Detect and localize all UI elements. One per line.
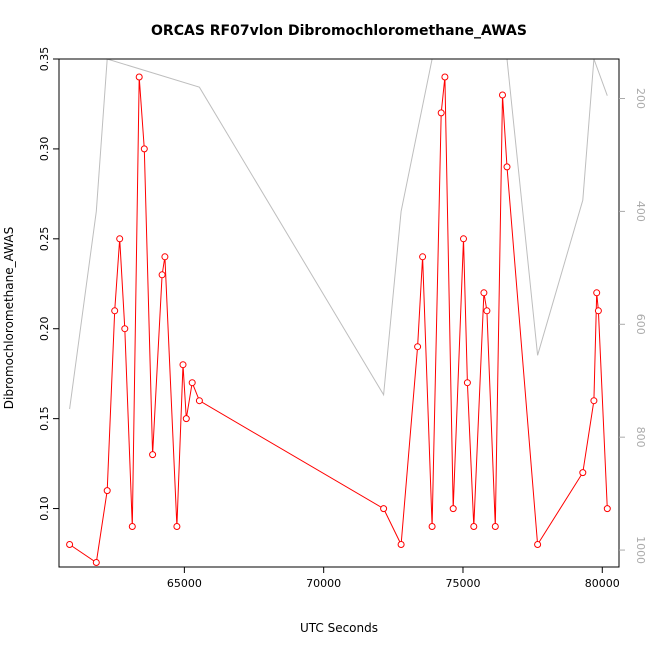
data-point (397, 541, 405, 548)
data-point (140, 145, 148, 153)
data-point (593, 289, 601, 297)
y-tick-label: 0.25 (38, 227, 51, 252)
data-point (135, 73, 143, 81)
y2-tick-label: 1000 (634, 536, 647, 564)
y2-tick-label: 600 (634, 314, 647, 335)
data-point (419, 253, 427, 261)
data-point (158, 271, 166, 279)
data-point (534, 541, 542, 548)
data-point (195, 397, 203, 405)
data-point (121, 325, 129, 333)
y-tick-label: 0.35 (38, 47, 51, 72)
y-axis-right: 200 400 600 800 1000 (619, 88, 647, 564)
data-point (188, 379, 196, 387)
data-point (483, 307, 491, 315)
data-point (460, 235, 467, 243)
y-tick-label: 0.20 (38, 316, 51, 341)
chart-title: ORCAS RF07vlon Dibromochloromethane_AWAS (151, 23, 527, 39)
data-point (499, 91, 506, 99)
data-point (149, 451, 157, 459)
y2-tick-label: 200 (634, 88, 647, 109)
data-point (579, 469, 587, 477)
y-tick-label: 0.30 (38, 137, 51, 162)
data-point (491, 523, 499, 530)
y2-tick-label: 800 (634, 427, 647, 448)
x-axis-label: UTC Seconds (300, 621, 378, 635)
data-point (463, 379, 471, 387)
data-point (380, 505, 388, 513)
data-point (603, 505, 611, 513)
data-point (179, 361, 187, 369)
data-point (428, 523, 436, 530)
plot-frame (58, 58, 620, 568)
data-point (503, 163, 511, 171)
data-point (437, 109, 445, 117)
data-point (449, 505, 457, 513)
data-point (173, 523, 181, 530)
data-point (594, 307, 602, 315)
data-point (128, 523, 136, 530)
y-tick-label: 0.10 (38, 496, 51, 520)
primary-series-layer (66, 73, 611, 566)
data-point (116, 235, 124, 243)
x-axis: 65000 70000 75000 80000 (167, 567, 620, 590)
x-tick-label: 65000 (167, 577, 202, 590)
x-tick-label: 75000 (445, 577, 480, 590)
data-point (111, 307, 119, 315)
data-point (103, 487, 111, 495)
data-point (480, 289, 488, 297)
y-axis-label: Dibromochloromethane_AWAS (2, 227, 16, 409)
x-tick-label: 70000 (306, 577, 341, 590)
data-point (590, 397, 598, 405)
y2-tick-label: 400 (634, 201, 647, 222)
data-point (441, 73, 449, 81)
data-point (92, 559, 100, 566)
data-point (182, 415, 190, 423)
data-point (161, 253, 169, 261)
y-axis: 0.10 0.15 0.20 0.25 0.30 0.35 (38, 47, 59, 521)
y-tick-label: 0.15 (38, 406, 51, 431)
data-point (414, 343, 422, 351)
data-point (470, 523, 478, 530)
x-tick-label: 80000 (585, 577, 620, 590)
data-point (66, 541, 74, 548)
